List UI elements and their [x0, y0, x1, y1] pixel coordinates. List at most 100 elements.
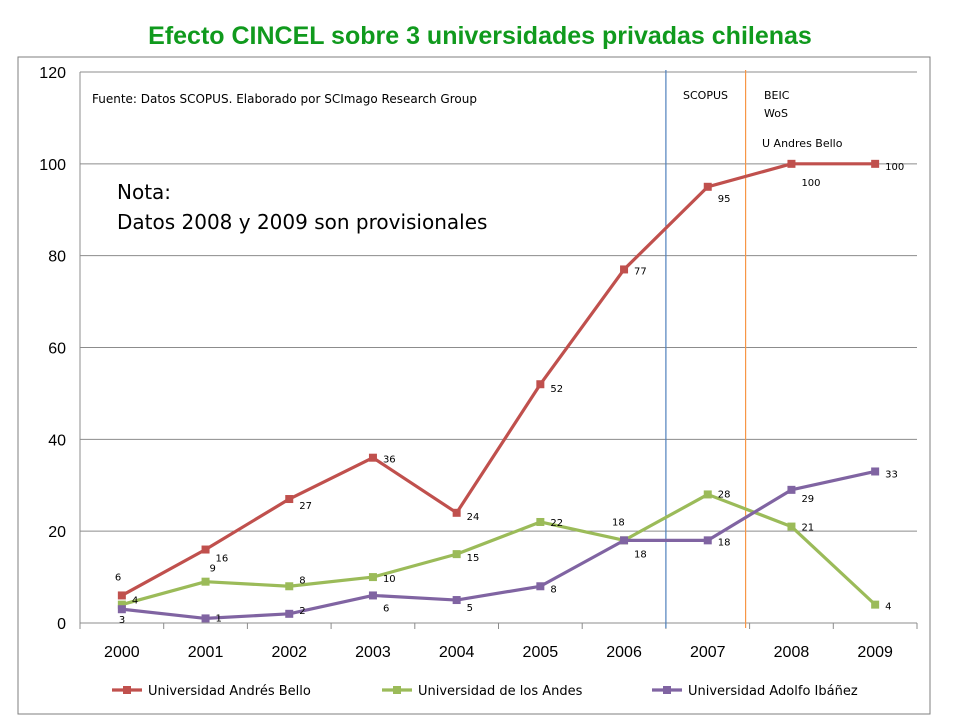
data-point	[117, 605, 126, 614]
legend-swatch-marker	[123, 686, 131, 694]
data-point	[117, 600, 126, 609]
data-label: 22	[550, 518, 563, 529]
nota-text: Datos 2008 y 2009 son provisionales	[117, 210, 487, 234]
data-point	[703, 490, 712, 499]
y-tick-label: 120	[39, 65, 66, 82]
legend-label: Universidad de los Andes	[418, 684, 583, 699]
data-label: 15	[467, 553, 480, 564]
beic-label: BEIC	[764, 89, 790, 102]
data-label: 27	[299, 501, 312, 512]
series-line	[121, 469, 876, 621]
x-tick-label: 2004	[439, 644, 475, 661]
data-point	[285, 609, 294, 618]
data-point	[368, 591, 377, 600]
data-label: 95	[718, 194, 731, 205]
data-point	[703, 536, 712, 545]
data-label: 9	[210, 564, 216, 575]
gridlines	[79, 71, 917, 624]
legend: Universidad Andrés Bello Universidad de l…	[112, 684, 858, 699]
y-tick-label: 0	[57, 616, 66, 633]
series-group	[117, 159, 880, 623]
legend-swatch-marker	[393, 686, 401, 694]
y-tick-label: 20	[48, 524, 66, 541]
data-point	[201, 577, 210, 586]
data-label: 4	[885, 602, 891, 613]
data-label: 4	[132, 596, 138, 607]
data-label: 36	[383, 455, 396, 466]
data-point	[285, 582, 294, 591]
data-point	[787, 522, 796, 531]
data-label: 21	[801, 523, 814, 534]
data-point	[536, 517, 545, 526]
legend-label: Universidad Andrés Bello	[148, 684, 311, 699]
data-label: 100	[885, 162, 904, 173]
data-label: 2	[299, 606, 305, 617]
x-tick-label: 2009	[857, 644, 893, 661]
data-point	[285, 495, 294, 504]
chart-frame	[17, 56, 931, 715]
x-tick-label: 2002	[271, 644, 307, 661]
data-point	[368, 573, 377, 582]
data-point	[787, 485, 796, 494]
x-tick-label: 2003	[355, 644, 391, 661]
data-point	[871, 159, 880, 168]
data-point	[368, 453, 377, 462]
data-label: 33	[885, 469, 898, 480]
legend-swatch-marker	[663, 686, 671, 694]
x-tick-label: 2000	[104, 644, 140, 661]
series-line	[121, 492, 877, 607]
data-label: 52	[550, 384, 563, 395]
data-label: 100	[801, 178, 820, 189]
wos-label: WoS	[764, 107, 788, 120]
data-point	[452, 550, 461, 559]
x-tick-label: 2006	[606, 644, 642, 661]
data-point	[871, 467, 880, 476]
data-label: 6	[115, 572, 121, 583]
data-label: 18	[718, 537, 731, 548]
data-point	[787, 159, 796, 168]
data-label: 77	[634, 266, 647, 277]
data-label: 29	[801, 494, 814, 505]
data-point	[620, 265, 629, 274]
data-label: 8	[550, 584, 556, 595]
x-tick-label: 2005	[523, 644, 559, 661]
data-label: 8	[299, 575, 305, 586]
data-label: 18	[612, 517, 625, 528]
data-point	[117, 591, 126, 600]
x-tick-label: 2001	[188, 644, 224, 661]
data-label: 6	[383, 603, 389, 614]
data-label: 1	[216, 613, 222, 624]
data-point	[452, 596, 461, 605]
data-point	[871, 600, 880, 609]
y-tick-label: 100	[39, 157, 66, 174]
data-label: 28	[718, 489, 731, 500]
data-point	[536, 380, 545, 389]
data-label: 18	[634, 549, 647, 560]
data-label: 24	[467, 512, 480, 523]
y-tick-label: 60	[48, 341, 66, 358]
data-label: 5	[467, 603, 473, 614]
series-line	[121, 162, 876, 597]
nota-title: Nota:	[117, 180, 171, 204]
x-axis-ticks: 2000 2001 2002 2003 2004 2005 2006 2007 2008 2009	[79, 623, 918, 661]
y-axis-ticks: 0 20 40 60 80 100 120	[39, 65, 66, 633]
x-tick-label: 2007	[690, 644, 726, 661]
scopus-label: SCOPUS	[683, 89, 728, 102]
data-point	[201, 545, 210, 554]
data-label: 3	[119, 615, 125, 626]
y-tick-label: 40	[48, 432, 66, 449]
u-andres-bello-label: U Andres Bello	[762, 137, 843, 150]
data-point	[201, 614, 210, 623]
data-point	[536, 582, 545, 591]
data-point	[703, 182, 712, 191]
y-tick-label: 80	[48, 249, 66, 266]
source-note: Fuente: Datos SCOPUS. Elaborado por SCIm…	[92, 92, 477, 106]
data-label: 16	[216, 554, 229, 565]
data-point	[452, 508, 461, 517]
data-point	[620, 536, 629, 545]
x-tick-label: 2008	[774, 644, 810, 661]
chart-title: Efecto CINCEL sobre 3 universidades priv…	[148, 22, 812, 50]
vertical-markers	[665, 70, 747, 628]
